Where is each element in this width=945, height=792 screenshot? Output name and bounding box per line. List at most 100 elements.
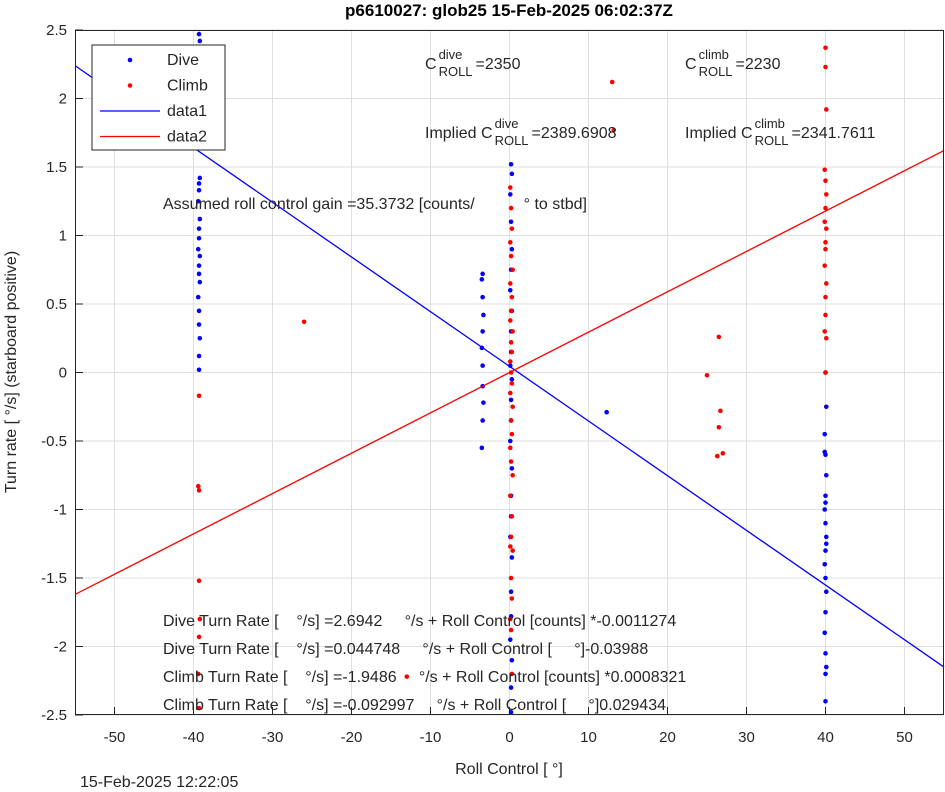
dive-point — [196, 187, 202, 193]
climb-point — [716, 334, 722, 340]
climb-point — [509, 349, 515, 355]
climb-point — [196, 578, 202, 584]
dive-point — [822, 630, 828, 636]
legend-label: data2 — [167, 129, 207, 146]
climb-point — [822, 167, 828, 173]
dive-point — [195, 246, 201, 252]
climb-point — [720, 451, 726, 456]
x-tick-label: -40 — [183, 729, 205, 746]
dive-point — [480, 271, 485, 277]
climb-point — [508, 340, 514, 345]
climb-point — [508, 627, 514, 633]
climb-point — [823, 246, 828, 252]
climb-point — [823, 226, 829, 231]
dive-point — [196, 353, 202, 359]
climb-point — [195, 483, 201, 489]
dive-point — [823, 699, 828, 704]
y-tick-label: 2.5 — [46, 22, 67, 39]
fit-line — [75, 65, 945, 668]
climb-point — [716, 425, 722, 430]
y-tick-label: 0.5 — [46, 296, 67, 313]
dive-point — [197, 335, 203, 341]
y-tick-label: -0.5 — [41, 433, 67, 450]
x-tick-label: -50 — [104, 729, 126, 746]
dive-point — [823, 500, 828, 505]
annotation-superscript: climb — [755, 116, 785, 131]
climb-point — [197, 616, 203, 622]
legend-label: data1 — [167, 103, 207, 120]
climb-point — [509, 671, 515, 677]
dive-point — [480, 363, 485, 368]
climb-point — [508, 308, 514, 314]
y-tick-label: 1 — [59, 228, 67, 245]
climb-point — [510, 329, 515, 334]
climb-point — [507, 281, 513, 286]
dive-point — [823, 520, 828, 526]
y-tick-label: -1.5 — [41, 570, 67, 587]
dive-point — [823, 589, 829, 594]
dive-point — [823, 404, 829, 410]
dive-point — [196, 308, 202, 314]
dive-point — [508, 709, 514, 715]
annotation-superscript: dive — [495, 116, 519, 131]
annotation: Implied C — [685, 125, 753, 142]
dive-point — [195, 198, 201, 204]
climb-point — [508, 459, 514, 464]
annotation: Assumed roll control gain =35.3732 [coun… — [163, 196, 587, 213]
dive-point — [195, 294, 201, 300]
dive-point — [823, 472, 829, 478]
climb-point — [510, 548, 515, 553]
dive-point — [823, 548, 828, 553]
dive-point — [509, 466, 515, 471]
annotation: =2230 — [736, 56, 781, 73]
marks — [75, 31, 945, 715]
legend-swatch — [127, 57, 133, 63]
legend-box — [91, 44, 226, 151]
y-axis-label: Turn rate [ °/s] (starboard positive) — [3, 251, 20, 493]
dive-point — [509, 246, 515, 252]
dive-point — [196, 263, 202, 268]
annotation: Implied C — [425, 125, 493, 142]
dive-point — [822, 507, 828, 512]
climb-point — [508, 205, 514, 211]
annotation: =2389.6908 — [532, 125, 617, 142]
dive-point — [508, 397, 514, 403]
climb-point — [196, 393, 202, 399]
climb-point — [823, 240, 828, 245]
x-axis-label: Roll Control [ °] — [455, 761, 563, 778]
dive-point — [822, 449, 828, 455]
dive-point — [507, 438, 513, 444]
dive-point — [196, 235, 202, 241]
dive-point — [509, 555, 515, 560]
climb-point — [196, 705, 202, 711]
climb-point — [508, 575, 514, 581]
climb-point — [404, 674, 410, 679]
climb-point — [507, 445, 513, 451]
climb-point — [507, 390, 513, 396]
climb-point — [508, 534, 514, 540]
climb-point — [823, 178, 828, 183]
annotation-subscript: ROLL — [755, 133, 789, 148]
dive-point — [196, 226, 202, 231]
climb-point — [704, 372, 710, 378]
climb-point — [609, 79, 615, 85]
dive-point — [823, 671, 828, 677]
legend-label: Climb — [167, 78, 208, 95]
dive-point — [507, 192, 513, 197]
dive-point — [197, 279, 203, 285]
climb-point — [823, 192, 829, 197]
dive-point — [479, 445, 485, 451]
climb-point — [509, 294, 515, 300]
chart-title: p6610027: glob25 15-Feb-2025 06:02:37Z — [345, 1, 673, 20]
y-tick-label: -1 — [54, 502, 67, 519]
climb-point — [822, 219, 828, 225]
dive-point — [480, 294, 485, 300]
dive-point — [823, 664, 829, 670]
x-tick-label: 30 — [738, 729, 755, 746]
labels: -50 -40 -30 -20 -10 0 10 20 30 40 50 2.5 2 1.5 1 0.5 0 -0… — [41, 22, 913, 746]
dive-point — [481, 400, 486, 405]
y-tick-label: 2 — [59, 91, 67, 108]
dive-point — [196, 322, 202, 327]
dive-point — [197, 175, 203, 181]
